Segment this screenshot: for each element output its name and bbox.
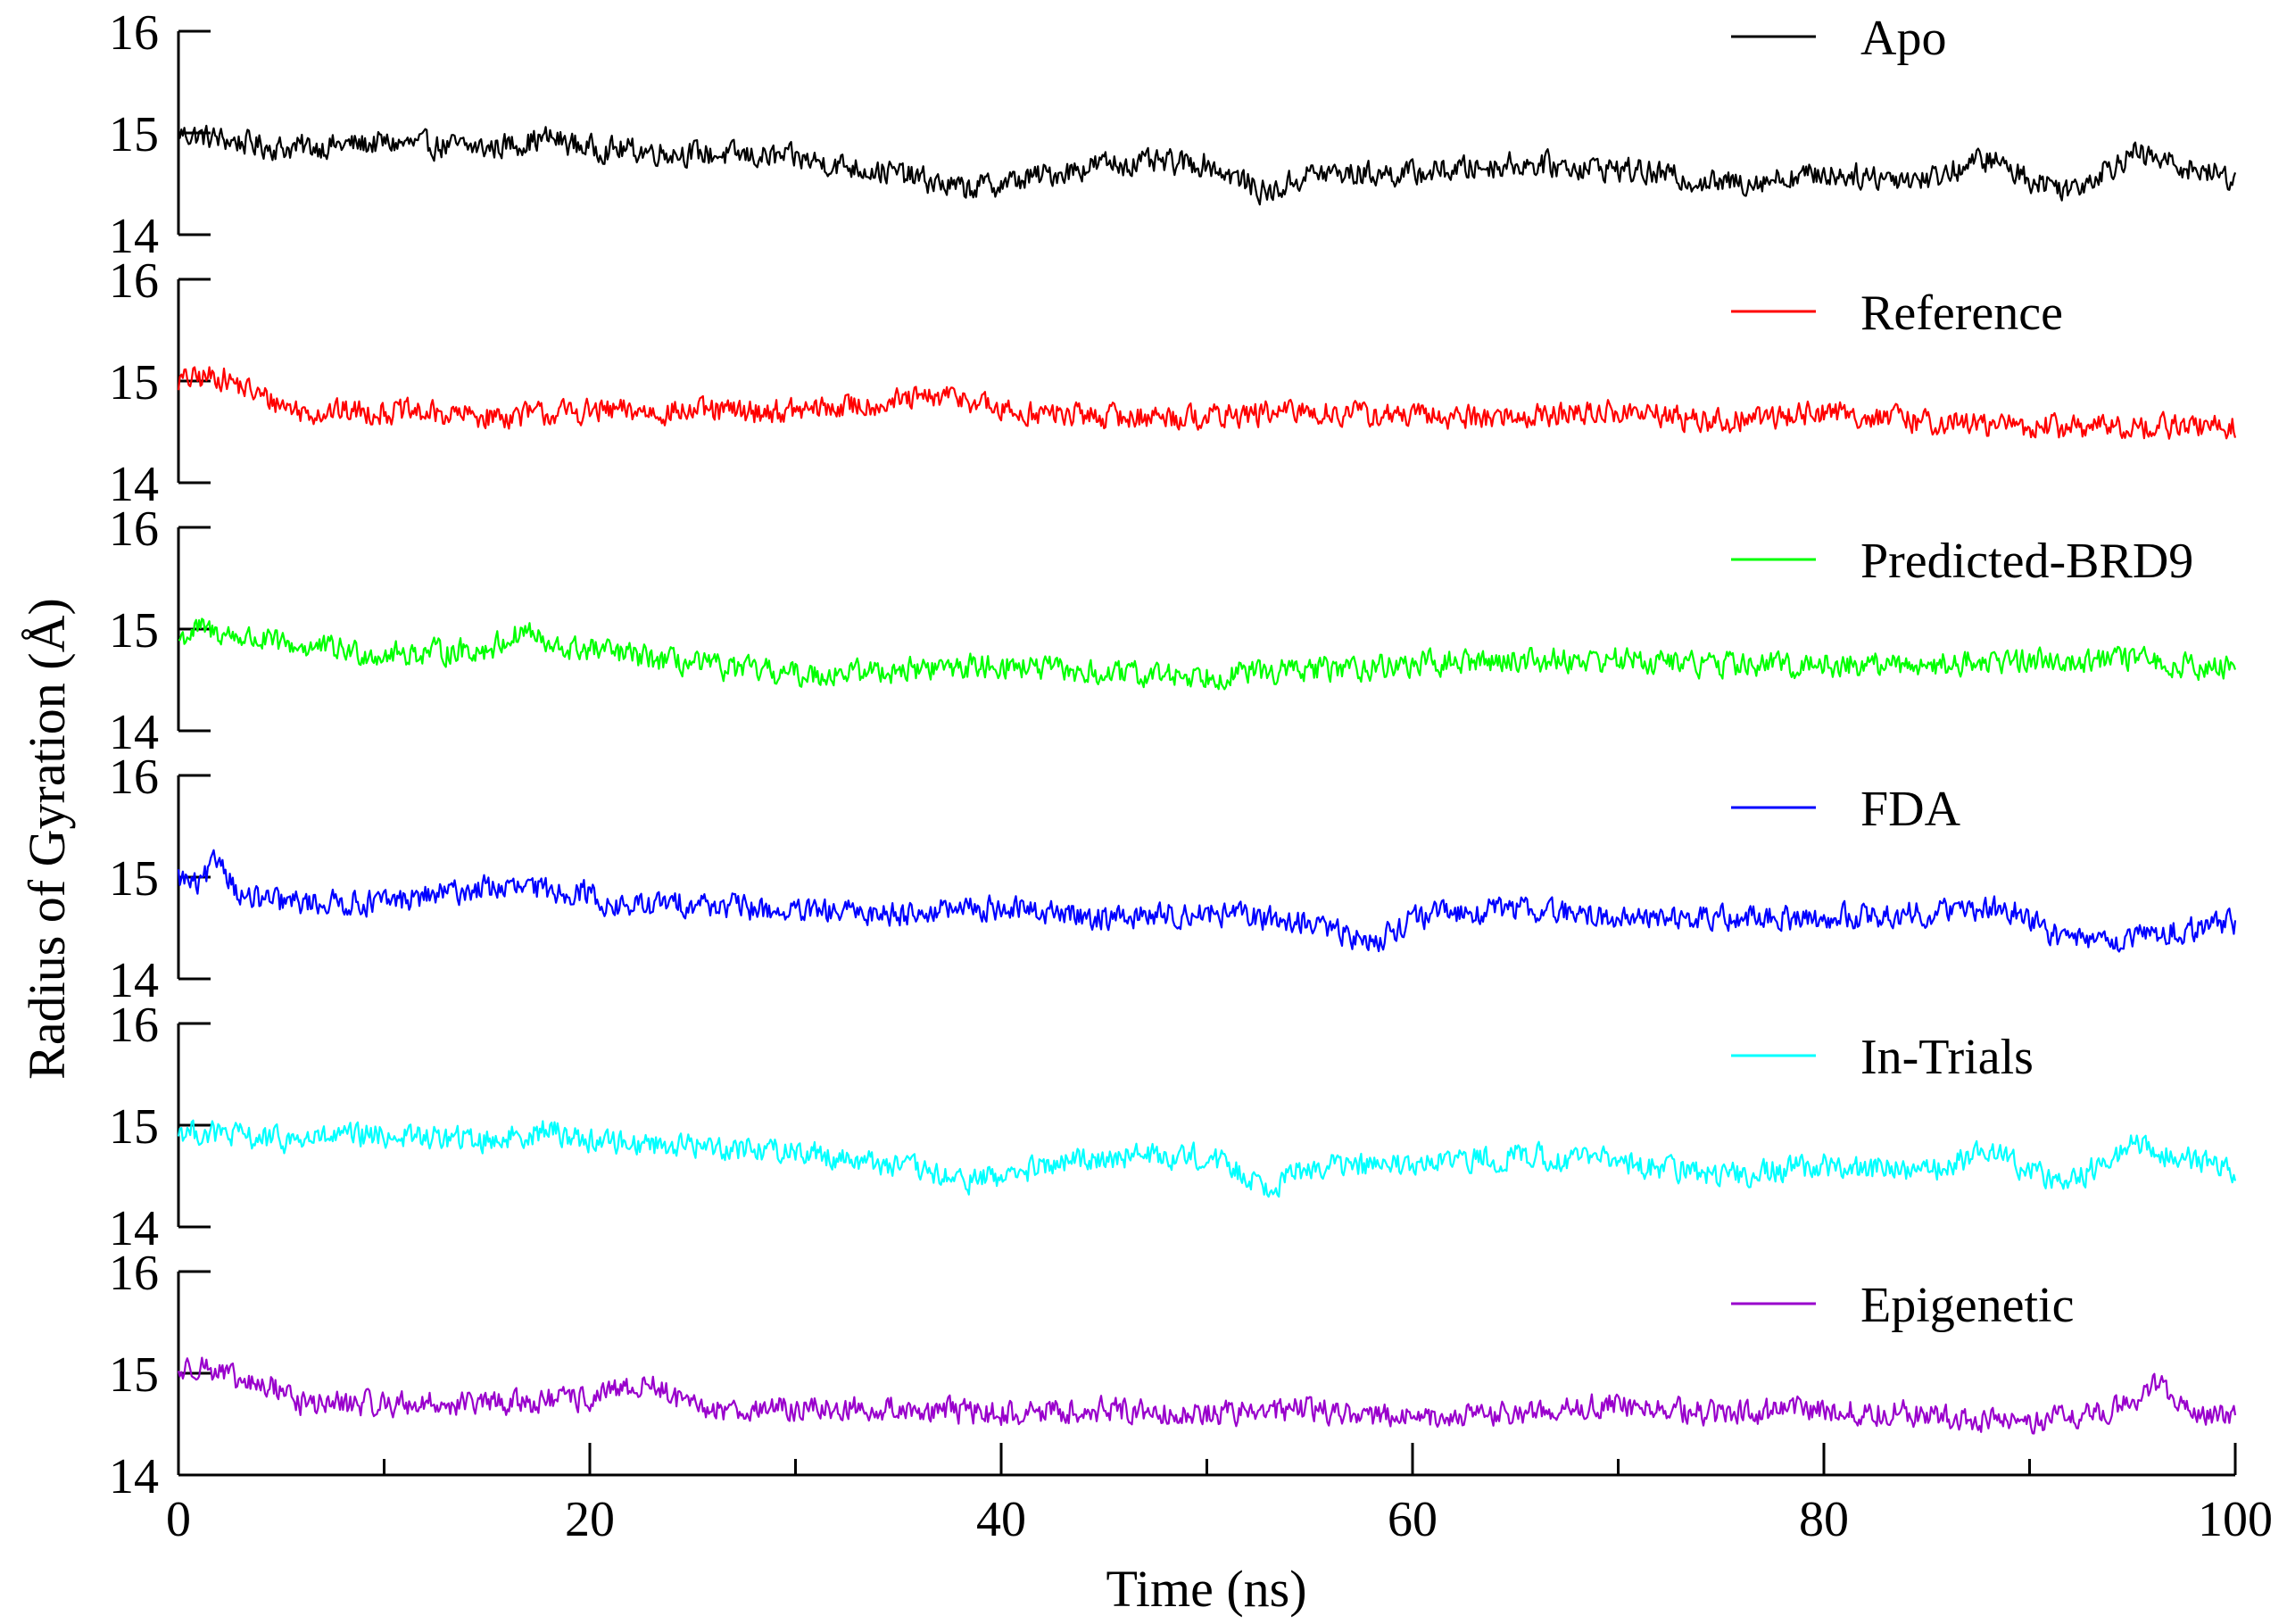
y-tick-label: 14 (109, 1449, 159, 1504)
chart-panels: 14 15 16 Apo 14 15 16 Reference 14 15 16 Predicted-… (109, 5, 2237, 1504)
series-line-epigenetic (177, 1356, 2237, 1435)
y-tick-label: 16 (109, 998, 159, 1053)
series-line-reference (177, 366, 2237, 440)
panel-fda: 14 15 16 FDA (109, 750, 2237, 1008)
legend-label-fda: FDA (1860, 782, 1961, 837)
legend-label-epigenetic: Epigenetic (1860, 1278, 2074, 1333)
y-tick-label: 15 (109, 1099, 159, 1155)
y-tick-label: 15 (109, 107, 159, 162)
panel-apo: 14 15 16 Apo (109, 5, 2237, 264)
y-tick-label: 14 (109, 457, 159, 512)
y-tick-label: 16 (109, 5, 159, 61)
legend-label-in-trials: In-Trials (1860, 1030, 2034, 1085)
x-axis: 0 20 40 60 80 100 (166, 1443, 2273, 1547)
y-tick-label: 14 (109, 953, 159, 1008)
x-tick-label: 40 (976, 1492, 1026, 1547)
y-tick-label: 14 (109, 209, 159, 264)
legend-label-predicted-brd9: Predicted-BRD9 (1860, 534, 2193, 589)
panel-in-trials: 14 15 16 In-Trials (109, 998, 2237, 1256)
y-axis-title: Radius of Gyration (Å) (18, 598, 76, 1080)
y-tick-label: 16 (109, 1246, 159, 1301)
legend-label-reference: Reference (1860, 286, 2063, 341)
series-line-predicted-brd9 (178, 617, 2237, 691)
y-tick-label: 15 (109, 355, 159, 410)
x-tick-label: 0 (166, 1492, 191, 1547)
x-tick-label: 60 (1388, 1492, 1438, 1547)
x-tick-label: 100 (2198, 1492, 2273, 1547)
y-tick-label: 15 (109, 1347, 159, 1403)
y-tick-label: 16 (109, 253, 159, 309)
panel-reference: 14 15 16 Reference (109, 253, 2237, 512)
y-tick-label: 15 (109, 851, 159, 907)
y-tick-label: 14 (109, 705, 159, 760)
series-line-apo (177, 124, 2237, 206)
y-tick-label: 16 (109, 750, 159, 805)
legend-label-apo: Apo (1860, 11, 1946, 66)
panel-epigenetic: 14 15 16 Epigenetic (109, 1246, 2237, 1504)
y-tick-label: 14 (109, 1201, 159, 1256)
x-tick-label: 20 (565, 1492, 615, 1547)
y-tick-label: 15 (109, 603, 159, 659)
series-line-fda (177, 849, 2237, 953)
y-tick-label: 16 (109, 501, 159, 557)
panel-predicted-brd9: 14 15 16 Predicted-BRD9 (109, 501, 2237, 760)
series-line-in-trials (177, 1119, 2237, 1198)
x-axis-title: Time (ns) (1106, 1560, 1306, 1618)
x-tick-label: 80 (1799, 1492, 1849, 1547)
